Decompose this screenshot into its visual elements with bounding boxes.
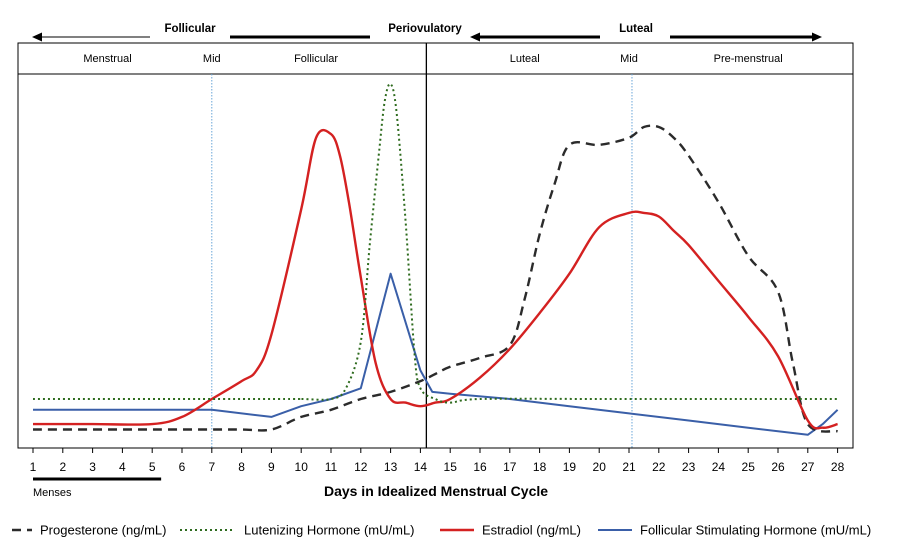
phase-label-periovulatory: Periovulatory — [388, 23, 462, 35]
estradiol-line — [33, 128, 838, 430]
x-tick-label: 1 — [30, 460, 37, 474]
subphase-label: Luteal — [510, 53, 540, 65]
x-tick-label: 11 — [325, 460, 338, 474]
x-tick-label: 17 — [503, 460, 517, 474]
luteal-arrowhead-left — [470, 32, 480, 42]
series-layer — [32, 82, 839, 436]
menses-label: Menses — [33, 487, 72, 499]
x-tick-label: 20 — [593, 460, 607, 474]
x-tick-label: 19 — [563, 460, 577, 474]
legend-label: Lutenizing Hormone (mU/mL) — [244, 523, 415, 538]
x-tick-label: 4 — [119, 460, 126, 474]
x-tick-label: 18 — [533, 460, 547, 474]
x-tick-label: 25 — [742, 460, 756, 474]
x-tick-label: 9 — [268, 460, 275, 474]
menses-marker: Menses — [33, 477, 162, 499]
phase-label-follicular: Follicular — [164, 23, 216, 35]
x-tick-label: 27 — [801, 460, 815, 474]
x-tick-label: 8 — [238, 460, 245, 474]
x-tick-label: 26 — [771, 460, 785, 474]
x-tick-label: 23 — [682, 460, 696, 474]
x-tick-label: 16 — [473, 460, 487, 474]
subphase-label: Follicular — [294, 53, 338, 65]
fsh-line — [33, 272, 839, 436]
follicular-arrowhead — [32, 32, 42, 42]
phase-label-luteal: Luteal — [619, 23, 653, 35]
x-tick-label: 7 — [208, 460, 215, 474]
legend-label: Follicular Stimulating Hormone (mU/mL) — [640, 523, 871, 538]
x-tick-label: 14 — [414, 460, 428, 474]
x-tick-label: 21 — [622, 460, 636, 474]
x-tick-label: 15 — [444, 460, 458, 474]
x-axis-title: Days in Idealized Menstrual Cycle — [324, 483, 548, 499]
subphase-label: Menstrual — [83, 53, 131, 65]
legend: Progesterone (ng/mL) Lutenizing Hormone (… — [12, 523, 871, 538]
x-tick-label: 28 — [831, 460, 845, 474]
legend-label: Progesterone (ng/mL) — [40, 523, 166, 538]
x-tick-label: 24 — [712, 460, 726, 474]
subphase-label: Mid — [203, 53, 221, 65]
x-axis: 1 2 3 4 5 6 7 8 9 10 11 12 13 14 15 16 17 18 19 20 21 22 23 24 2… — [30, 448, 845, 474]
plot-frame — [17, 42, 854, 449]
x-tick-label: 22 — [652, 460, 666, 474]
x-tick-label: 2 — [59, 460, 66, 474]
subphase-label: Mid — [620, 53, 638, 65]
luteal-arrowhead-right — [812, 32, 822, 42]
reference-lines — [211, 43, 633, 448]
luteinizing-hormone-line — [32, 82, 838, 404]
x-tick-label: 3 — [89, 460, 96, 474]
subphase-row: Menstrual Mid Follicular Luteal Mid Pre-menst… — [83, 53, 782, 65]
x-tick-label: 5 — [149, 460, 156, 474]
x-tick-label: 10 — [295, 460, 309, 474]
legend-label: Estradiol (ng/mL) — [482, 523, 581, 538]
phase-header: Follicular Periovulatory Luteal — [32, 23, 822, 42]
progesterone-line — [33, 124, 838, 433]
x-tick-label: 12 — [354, 460, 368, 474]
x-tick-label: 6 — [179, 460, 186, 474]
subphase-label: Pre-menstrual — [714, 53, 783, 65]
x-tick-label: 13 — [384, 460, 398, 474]
